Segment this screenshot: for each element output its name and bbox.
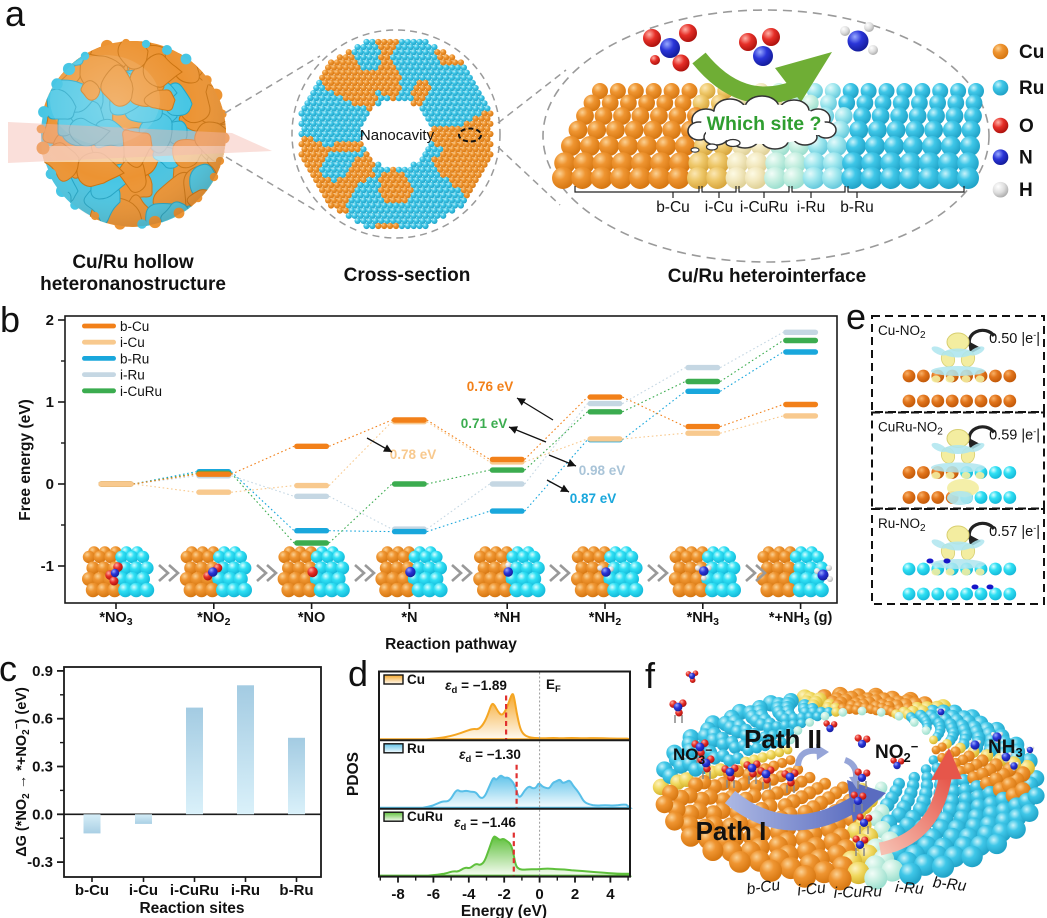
svg-text:d: d: [348, 653, 368, 694]
svg-text:*NO3: *NO3: [99, 610, 132, 628]
svg-text:f: f: [645, 655, 656, 696]
svg-text:0.78 eV: 0.78 eV: [390, 447, 437, 462]
svg-text:b: b: [0, 299, 20, 340]
svg-text:i-Ru: i-Ru: [231, 882, 260, 899]
svg-text:2: 2: [46, 312, 54, 329]
svg-text:i-CuRu: i-CuRu: [120, 384, 162, 399]
svg-text:EF: EF: [546, 677, 561, 695]
svg-text:-2: -2: [498, 886, 511, 903]
svg-text:Cu: Cu: [1019, 42, 1044, 63]
svg-text:i-CuRu: i-CuRu: [833, 883, 882, 902]
svg-text:NO2−: NO2−: [875, 739, 919, 765]
svg-text:Cu-NO2: Cu-NO2: [878, 323, 926, 341]
svg-text:PDOS: PDOS: [345, 752, 362, 796]
svg-text:Path II: Path II: [744, 724, 822, 754]
svg-text:Cu/Ru heterointerface: Cu/Ru heterointerface: [668, 266, 866, 287]
svg-text:i-Cu: i-Cu: [705, 199, 733, 216]
svg-text:b-Ru: b-Ru: [120, 351, 149, 366]
svg-text:0.71 eV: 0.71 eV: [461, 416, 508, 431]
svg-text:εd = −1.46: εd = −1.46: [454, 815, 516, 833]
svg-text:0.50 |e-|: 0.50 |e-|: [989, 330, 1040, 347]
svg-text:*NH: *NH: [494, 610, 521, 626]
svg-text:i-Ru: i-Ru: [895, 879, 925, 898]
svg-text:-4: -4: [462, 886, 476, 903]
svg-text:0: 0: [535, 886, 543, 903]
svg-text:*NO: *NO: [298, 610, 325, 626]
svg-text:i-Cu: i-Cu: [120, 335, 145, 350]
svg-text:0.6: 0.6: [32, 711, 53, 728]
svg-text:H: H: [1019, 180, 1033, 201]
svg-text:Ru: Ru: [407, 741, 425, 756]
svg-text:i-Cu: i-Cu: [797, 880, 827, 900]
svg-text:O: O: [1019, 116, 1034, 137]
svg-text:Cu: Cu: [407, 672, 425, 687]
svg-text:Cu/Ru hollow: Cu/Ru hollow: [72, 252, 194, 273]
svg-text:1: 1: [46, 394, 54, 411]
svg-text:b-Ru: b-Ru: [932, 874, 968, 895]
svg-text:*NO2: *NO2: [197, 610, 230, 628]
svg-text:Path I: Path I: [696, 816, 767, 846]
svg-text:0.57 |e-|: 0.57 |e-|: [989, 523, 1040, 540]
svg-text:i-Cu: i-Cu: [129, 882, 158, 899]
svg-text:b-Ru: b-Ru: [279, 882, 313, 899]
svg-text:b-Cu: b-Cu: [656, 199, 690, 216]
svg-text:0: 0: [46, 476, 54, 493]
svg-text:CuRu: CuRu: [407, 809, 443, 824]
svg-text:-0.3: -0.3: [27, 854, 53, 871]
svg-text:0.0: 0.0: [32, 806, 53, 823]
svg-text:CuRu-NO2: CuRu-NO2: [878, 420, 943, 438]
svg-text:0.9: 0.9: [32, 663, 53, 680]
svg-text:Ru-NO2: Ru-NO2: [878, 516, 926, 534]
svg-text:4: 4: [606, 886, 615, 903]
svg-text:e: e: [846, 296, 866, 337]
svg-text:*N: *N: [401, 610, 417, 626]
svg-text:-6: -6: [427, 886, 440, 903]
svg-text:i-CuRu: i-CuRu: [170, 882, 219, 899]
svg-text:εd = −1.89: εd = −1.89: [445, 678, 507, 696]
svg-text:ΔG (*NO2 → *+NO2−) (eV): ΔG (*NO2 → *+NO2−) (eV): [12, 687, 32, 857]
svg-text:Which site ?: Which site ?: [707, 113, 822, 135]
svg-text:εd = −1.30: εd = −1.30: [459, 747, 521, 765]
svg-text:0.98 eV: 0.98 eV: [579, 463, 626, 478]
svg-text:*+NH3 (g): *+NH3 (g): [769, 610, 833, 628]
svg-text:Reaction sites: Reaction sites: [139, 900, 244, 917]
svg-text:heteronanostructure: heteronanostructure: [40, 274, 226, 295]
svg-text:NH3: NH3: [988, 737, 1023, 760]
svg-text:Free energy (eV): Free energy (eV): [17, 399, 34, 520]
svg-text:0.59 |e-|: 0.59 |e-|: [989, 427, 1040, 444]
svg-text:Cross-section: Cross-section: [344, 265, 471, 286]
svg-text:Reaction pathway: Reaction pathway: [385, 636, 517, 653]
svg-text:Energy (eV): Energy (eV): [461, 903, 547, 918]
svg-text:*NH3: *NH3: [687, 610, 720, 628]
svg-text:*NH2: *NH2: [589, 610, 622, 628]
svg-text:b-Cu: b-Cu: [746, 877, 782, 899]
svg-text:-8: -8: [391, 886, 404, 903]
svg-text:i-Ru: i-Ru: [120, 368, 145, 383]
svg-text:0.3: 0.3: [32, 759, 53, 776]
svg-text:i-Ru: i-Ru: [797, 199, 825, 216]
svg-text:c: c: [0, 648, 17, 689]
svg-text:Nanocavity: Nanocavity: [360, 127, 435, 144]
svg-text:N: N: [1019, 148, 1033, 169]
svg-text:-1: -1: [41, 558, 54, 575]
svg-text:a: a: [5, 0, 26, 34]
svg-text:2: 2: [571, 886, 579, 903]
svg-text:i-CuRu: i-CuRu: [740, 199, 788, 216]
svg-text:b-Ru: b-Ru: [840, 199, 874, 216]
svg-text:0.87 eV: 0.87 eV: [570, 491, 617, 506]
svg-text:b-Cu: b-Cu: [120, 319, 149, 334]
svg-text:Ru: Ru: [1019, 78, 1044, 99]
svg-text:0.76 eV: 0.76 eV: [467, 379, 514, 394]
svg-text:b-Cu: b-Cu: [75, 882, 109, 899]
